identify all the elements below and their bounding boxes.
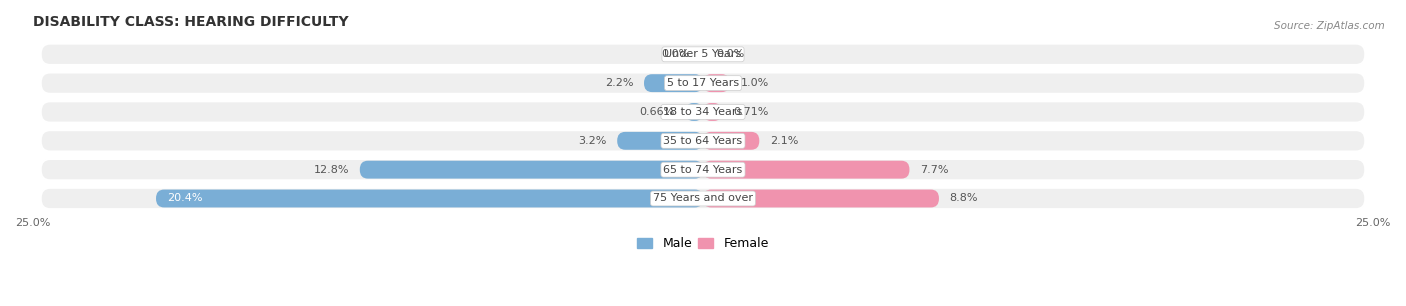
FancyBboxPatch shape	[41, 101, 1365, 123]
Text: 20.4%: 20.4%	[167, 193, 202, 203]
Text: 5 to 17 Years: 5 to 17 Years	[666, 78, 740, 88]
Text: 7.7%: 7.7%	[920, 165, 949, 175]
Text: 2.1%: 2.1%	[770, 136, 799, 146]
FancyBboxPatch shape	[685, 103, 703, 121]
FancyBboxPatch shape	[703, 103, 723, 121]
FancyBboxPatch shape	[41, 130, 1365, 151]
Text: 2.2%: 2.2%	[605, 78, 633, 88]
Text: 75 Years and over: 75 Years and over	[652, 193, 754, 203]
Text: 35 to 64 Years: 35 to 64 Years	[664, 136, 742, 146]
FancyBboxPatch shape	[617, 132, 703, 150]
Text: 1.0%: 1.0%	[741, 78, 769, 88]
FancyBboxPatch shape	[41, 73, 1365, 94]
FancyBboxPatch shape	[703, 132, 759, 150]
Text: 0.0%: 0.0%	[717, 49, 745, 59]
Text: 12.8%: 12.8%	[314, 165, 349, 175]
FancyBboxPatch shape	[41, 44, 1365, 65]
FancyBboxPatch shape	[703, 189, 939, 207]
Text: 8.8%: 8.8%	[949, 193, 979, 203]
Text: 0.71%: 0.71%	[733, 107, 768, 117]
FancyBboxPatch shape	[644, 74, 703, 92]
FancyBboxPatch shape	[41, 188, 1365, 209]
Legend: Male, Female: Male, Female	[633, 232, 773, 255]
Text: 3.2%: 3.2%	[578, 136, 606, 146]
FancyBboxPatch shape	[156, 189, 703, 207]
FancyBboxPatch shape	[703, 74, 730, 92]
Text: 18 to 34 Years: 18 to 34 Years	[664, 107, 742, 117]
Text: 65 to 74 Years: 65 to 74 Years	[664, 165, 742, 175]
Text: DISABILITY CLASS: HEARING DIFFICULTY: DISABILITY CLASS: HEARING DIFFICULTY	[32, 15, 349, 29]
FancyBboxPatch shape	[360, 161, 703, 179]
Text: Under 5 Years: Under 5 Years	[665, 49, 741, 59]
FancyBboxPatch shape	[703, 161, 910, 179]
Text: Source: ZipAtlas.com: Source: ZipAtlas.com	[1274, 21, 1385, 32]
Text: 0.0%: 0.0%	[661, 49, 689, 59]
FancyBboxPatch shape	[41, 159, 1365, 180]
Text: 0.66%: 0.66%	[640, 107, 675, 117]
